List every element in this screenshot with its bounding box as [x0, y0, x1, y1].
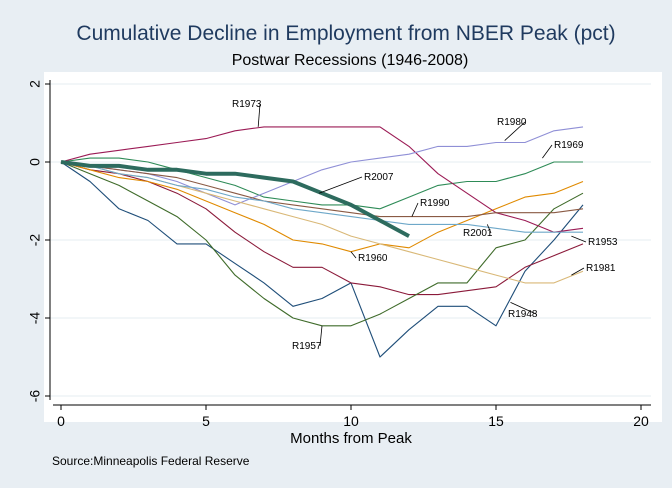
- x-tick-label: 15: [488, 413, 504, 429]
- chart-title: Cumulative Decline in Employment from NB…: [76, 22, 615, 45]
- series-label-leader: [257, 103, 261, 127]
- series-label-leader: [571, 235, 587, 243]
- series-label-r1960: R1960: [358, 253, 388, 264]
- series-label-r1980: R1980: [497, 117, 527, 128]
- x-tick-label: 20: [633, 413, 649, 429]
- x-tick-label: 10: [343, 413, 359, 429]
- series-label-r1953: R1953: [588, 237, 618, 248]
- y-tick-label: 0: [27, 158, 43, 166]
- series-label-leader: [571, 267, 585, 276]
- x-tick-label: 5: [202, 413, 210, 429]
- series-label-r1973: R1973: [232, 99, 262, 110]
- series-label-leader: [486, 224, 492, 234]
- series-line-r1969: [60, 157, 583, 210]
- y-tick-label: -2: [27, 234, 43, 247]
- x-tick-label: 0: [57, 413, 65, 429]
- series-label-r2007: R2007: [364, 172, 394, 183]
- series-line-r2001: [60, 161, 583, 233]
- series-label-leader: [318, 176, 363, 194]
- plot-area: [44, 72, 662, 422]
- series-labels: R1948 R1953 R1957 R1960 R1969 R1973 R1980 R1981…: [232, 99, 618, 352]
- chart-subtitle: Postwar Recessions (1946-2008): [232, 52, 469, 69]
- series-label-leader: [350, 251, 357, 259]
- x-axis-title: Months from Peak: [290, 430, 412, 447]
- y-tick-label: -4: [27, 312, 43, 325]
- series-label-r1948: R1948: [508, 309, 538, 320]
- series-label-leader: [411, 202, 419, 217]
- series-line-r1960: [60, 161, 584, 253]
- y-tick-label: 2: [27, 80, 43, 88]
- y-tick-label: -6: [27, 390, 43, 403]
- series-label-leader: [510, 302, 537, 315]
- series-label-leader: [319, 325, 323, 347]
- series-label-leader: [542, 144, 553, 159]
- series-line-r1948: [60, 161, 584, 358]
- series-label-r1957: R1957: [292, 341, 322, 352]
- series-line-r2007: [60, 160, 410, 238]
- series-line-r1990: [60, 161, 584, 218]
- series-label-leader: [504, 121, 526, 141]
- grid-lines: [50, 83, 651, 397]
- source-note: Source:Minneapolis Federal Reserve: [52, 454, 250, 468]
- series-label-r1969: R1969: [554, 140, 584, 151]
- series-label-r2001: R2001: [463, 228, 493, 239]
- series-label-r1990: R1990: [420, 198, 450, 209]
- series-label-r1981: R1981: [586, 263, 616, 274]
- series-lines: [60, 126, 584, 358]
